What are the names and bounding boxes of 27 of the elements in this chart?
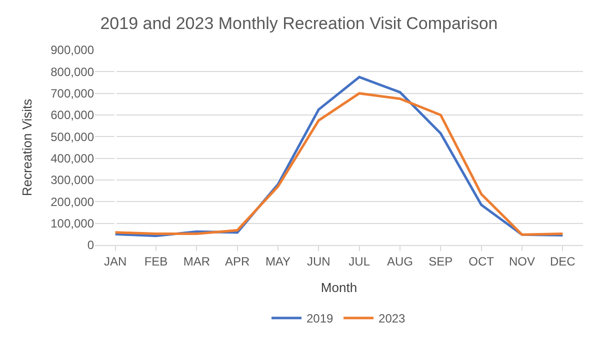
- x-tick-label: SEP: [428, 254, 453, 268]
- x-tick-label: JUL: [348, 254, 370, 268]
- y-tick-label: 700,000: [50, 86, 94, 101]
- y-axis-title: Recreation Visits: [20, 98, 35, 196]
- x-tick-label: APR: [224, 254, 250, 268]
- x-axis-title: Month: [320, 280, 358, 295]
- legend-label: 2019: [306, 312, 334, 326]
- y-tick-label: 100,000: [50, 216, 94, 231]
- y-tick-label: 500,000: [50, 130, 94, 144]
- chart-title: 2019 and 2023 Monthly Recreation Visit Comparison: [100, 14, 498, 34]
- y-tick-label: 800,000: [50, 64, 94, 79]
- y-tick-label: 900,000: [50, 43, 94, 58]
- x-tick-label: DEC: [550, 254, 576, 268]
- y-tick-label: 200,000: [50, 194, 94, 209]
- x-tick-label: JAN: [104, 254, 127, 268]
- x-tick-label: OCT: [468, 254, 495, 268]
- y-tick-label: 0: [87, 238, 94, 252]
- x-tick-label: MAR: [183, 254, 210, 268]
- y-tick-label: 300,000: [50, 173, 94, 188]
- x-tick-label: AUG: [386, 254, 414, 268]
- x-tick-label: NOV: [508, 254, 536, 268]
- y-tick-label: 600,000: [50, 108, 94, 122]
- y-tick-label: 400,000: [50, 152, 94, 166]
- legend-label: 2023: [378, 312, 406, 326]
- x-tick-label: FEB: [144, 254, 168, 268]
- x-tick-label: MAY: [265, 254, 291, 268]
- x-tick-label: JUN: [307, 254, 330, 268]
